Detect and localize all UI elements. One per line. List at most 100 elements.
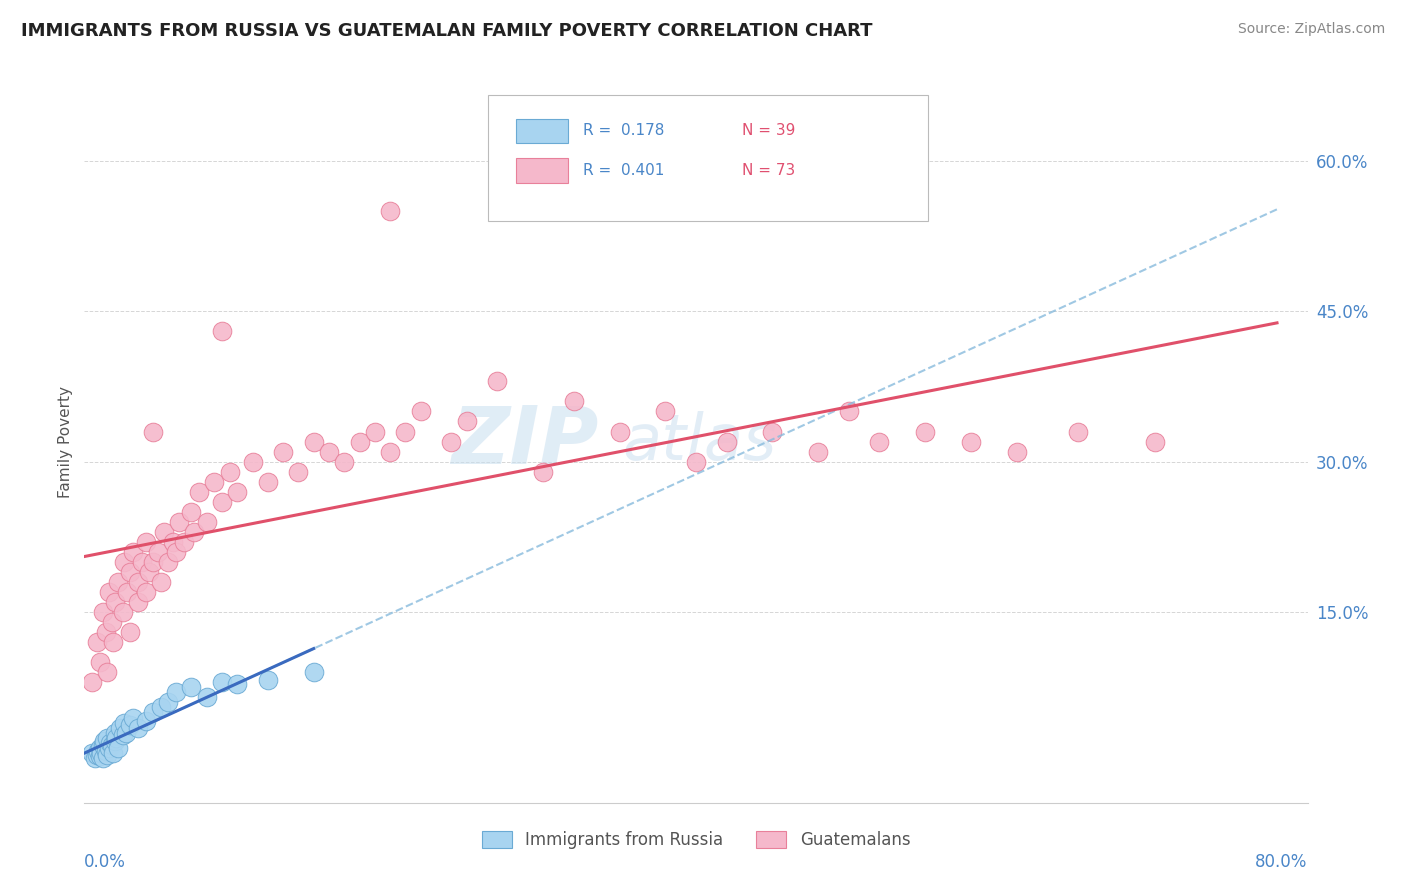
Text: IMMIGRANTS FROM RUSSIA VS GUATEMALAN FAMILY POVERTY CORRELATION CHART: IMMIGRANTS FROM RUSSIA VS GUATEMALAN FAM… [21, 22, 873, 40]
Text: ZIP: ZIP [451, 402, 598, 481]
Point [807, 444, 830, 458]
Point [98, 735, 121, 749]
Point [107, 575, 129, 590]
Text: R =  0.178: R = 0.178 [583, 123, 665, 138]
Point [162, 535, 184, 549]
Point [226, 677, 249, 691]
Point [89, 655, 111, 669]
Point [104, 725, 127, 739]
Point [108, 721, 131, 735]
Point [111, 605, 134, 619]
Point [87, 744, 110, 758]
Point [93, 733, 115, 747]
Point [380, 203, 402, 218]
Point [97, 585, 120, 599]
Point [94, 625, 117, 640]
Point [97, 740, 120, 755]
Point [380, 444, 402, 458]
Point [211, 324, 233, 338]
Point [112, 555, 135, 569]
Point [271, 444, 294, 458]
Point [127, 575, 149, 590]
Point [685, 455, 707, 469]
Point [149, 575, 172, 590]
Point [562, 394, 585, 409]
Point [91, 605, 114, 619]
Point [111, 728, 134, 742]
Point [226, 484, 249, 499]
FancyBboxPatch shape [516, 119, 568, 143]
Point [180, 681, 202, 695]
Point [96, 747, 118, 762]
Point [91, 750, 114, 764]
Point [960, 434, 983, 449]
Point [120, 565, 142, 579]
Point [142, 706, 165, 720]
Point [135, 714, 157, 728]
Point [257, 475, 280, 489]
Point [114, 725, 136, 739]
Point [142, 555, 165, 569]
Point [609, 425, 631, 439]
Point [486, 375, 509, 389]
Point [914, 425, 936, 439]
Point [456, 414, 478, 429]
Point [211, 675, 233, 690]
Point [188, 484, 211, 499]
Point [409, 404, 432, 418]
Point [135, 585, 157, 599]
Point [96, 665, 118, 680]
Point [103, 635, 125, 649]
Point [165, 685, 187, 699]
Point [202, 475, 225, 489]
Point [167, 515, 190, 529]
Point [1067, 425, 1090, 439]
Point [364, 425, 387, 439]
Point [183, 524, 205, 539]
Point [440, 434, 463, 449]
Point [716, 434, 738, 449]
Point [157, 555, 180, 569]
Point [104, 595, 127, 609]
Point [127, 721, 149, 735]
Point [146, 545, 169, 559]
Point [80, 746, 103, 760]
Point [127, 595, 149, 609]
Point [349, 434, 371, 449]
FancyBboxPatch shape [488, 95, 928, 221]
Point [86, 635, 108, 649]
Point [80, 675, 103, 690]
Text: 80.0%: 80.0% [1256, 854, 1308, 871]
Point [654, 404, 676, 418]
Point [90, 746, 112, 760]
Point [135, 535, 157, 549]
Point [122, 545, 145, 559]
Point [157, 696, 180, 710]
Point [211, 494, 233, 508]
Point [104, 733, 127, 747]
Text: 0.0%: 0.0% [84, 854, 127, 871]
Point [838, 404, 860, 418]
Y-axis label: Family Poverty: Family Poverty [58, 385, 73, 498]
Point [302, 665, 325, 680]
Point [302, 434, 325, 449]
Point [91, 738, 114, 752]
Point [180, 505, 202, 519]
Point [120, 625, 142, 640]
Point [107, 740, 129, 755]
Point [115, 585, 138, 599]
Point [153, 524, 176, 539]
Point [195, 690, 218, 705]
Point [112, 715, 135, 730]
Point [103, 746, 125, 760]
Point [394, 425, 416, 439]
Point [173, 535, 195, 549]
Text: Source: ZipAtlas.com: Source: ZipAtlas.com [1237, 22, 1385, 37]
Point [318, 444, 340, 458]
Point [105, 731, 128, 745]
Text: N = 73: N = 73 [742, 163, 796, 178]
Point [101, 738, 124, 752]
Point [333, 455, 356, 469]
Point [1143, 434, 1166, 449]
Point [142, 425, 165, 439]
